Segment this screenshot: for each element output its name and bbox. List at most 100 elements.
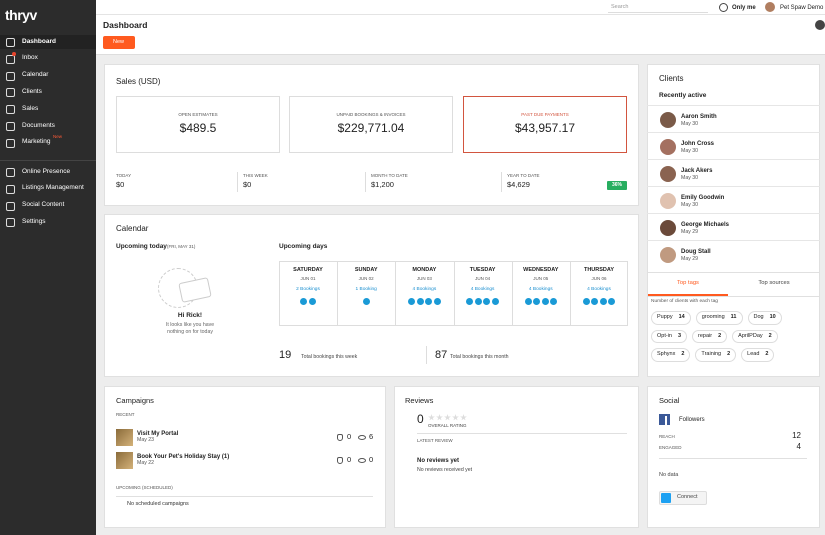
tag-pill[interactable]: Dog 10 — [747, 311, 782, 325]
top-bar — [96, 0, 825, 15]
period-divider — [365, 172, 366, 192]
filter[interactable]: Only me — [732, 4, 756, 11]
campaign-views: 6 — [369, 432, 374, 441]
client-avatar — [660, 112, 676, 128]
latest-review: LATEST REVIEW — [417, 437, 453, 443]
client-name[interactable]: George Michaels — [681, 222, 730, 228]
recent-label: RECENT — [116, 412, 135, 417]
clicks-icon — [337, 433, 343, 441]
sidebar-icon — [6, 38, 15, 47]
client-name[interactable]: Aaron Smith — [681, 114, 717, 120]
day-bookings[interactable]: 2 Bookings — [296, 287, 320, 292]
overall-rating: 0 — [417, 412, 424, 426]
tag-pill[interactable]: Opt-in 3 — [651, 329, 688, 343]
sidebar-item[interactable]: Calendar — [22, 71, 49, 79]
search-box[interactable] — [608, 2, 708, 13]
campaigns-title: Campaigns — [116, 396, 154, 405]
rating-star — [460, 414, 467, 421]
sidebar-item[interactable]: Dashboard — [22, 37, 56, 45]
day-divider — [395, 261, 397, 326]
sidebar-icon — [6, 88, 15, 98]
sidebar-item[interactable]: Settings — [22, 217, 46, 225]
day-date: JUN 04 — [475, 276, 491, 281]
active-item[interactable] — [0, 35, 96, 49]
sidebar — [0, 0, 96, 535]
client-name[interactable]: John Cross — [681, 141, 715, 147]
booking-dot — [362, 298, 370, 305]
new-button[interactable] — [103, 36, 135, 49]
clients-card — [647, 64, 820, 377]
views-icon — [358, 457, 366, 463]
tag-pill[interactable]: AprilPDay 2 — [732, 329, 778, 343]
tag-pill[interactable]: Sphynx 2 — [651, 348, 691, 362]
campaign-name[interactable]: Book Your Pet's Holiday Stay (1) — [137, 454, 230, 460]
tag-pill[interactable]: Puppy 14 — [651, 311, 691, 325]
client-name[interactable]: Doug Stall — [681, 249, 711, 255]
recently-active: Recently active — [659, 92, 707, 99]
tag-pill[interactable]: grooming 11 — [695, 311, 743, 325]
sidebar-item[interactable]: Clients — [22, 87, 42, 95]
day-bookings[interactable]: 1 Booking — [355, 287, 377, 292]
no-data: No data — [659, 472, 679, 478]
sidebar-item[interactable]: Sales — [22, 104, 39, 112]
tag-pill[interactable]: repair 2 — [692, 329, 728, 343]
campaign-name[interactable]: Visit My Portal — [137, 431, 179, 437]
client-avatar — [660, 220, 676, 236]
upcoming-today: Upcoming today — [116, 242, 167, 250]
booking-dot — [474, 298, 482, 305]
summary-value: $43,957.17 — [514, 121, 576, 135]
upcoming-days: Upcoming days — [279, 242, 328, 250]
tag-name: grooming — [701, 314, 725, 320]
no-reviews-title: No reviews yet — [417, 458, 460, 464]
search-placeholder[interactable]: Search — [611, 3, 629, 10]
user-name[interactable]: Pet Spaw Demo — [780, 4, 824, 11]
connect-button[interactable] — [659, 491, 707, 505]
stat-label: ENGAGED — [659, 444, 682, 450]
tag-list: Puppy 14 grooming 11 Dog 10 Opt-in 3 repair 2 Apri… — [651, 311, 813, 362]
client-date: May 29 — [681, 229, 699, 235]
day-bookings[interactable]: 4 Bookings — [412, 287, 437, 292]
tag-pill[interactable]: Training 2 — [695, 348, 737, 362]
sales-title: Sales (USD) — [116, 77, 161, 86]
sidebar-item[interactable]: Listings Management — [22, 184, 84, 192]
day-name: WEDNESDAY — [523, 267, 559, 273]
stat-value: 4 — [796, 441, 801, 451]
campaign-thumbnail — [116, 429, 133, 446]
client-name[interactable]: Jack Akers — [681, 168, 713, 174]
period-value: $1,200 — [371, 180, 394, 189]
sidebar-item[interactable]: Online Presence — [22, 167, 71, 175]
day-bookings[interactable]: 4 Bookings — [587, 287, 611, 292]
sidebar-item[interactable]: Marketing — [22, 138, 51, 146]
connect-label[interactable]: Connect — [677, 494, 698, 500]
total-label: Total bookings this week — [301, 354, 358, 360]
day-bookings[interactable]: 4 Bookings — [470, 287, 495, 292]
tag-pill[interactable]: Lead 2 — [741, 348, 775, 362]
day-divider — [570, 261, 571, 326]
ytd-badge-label: 36% — [611, 182, 622, 188]
twitter-icon — [661, 493, 671, 503]
campaign-clicks: 0 — [347, 432, 352, 441]
tabs-divider — [647, 272, 820, 273]
sidebar-item[interactable]: Social Content — [22, 201, 65, 209]
views-icon — [358, 434, 366, 440]
day-bookings[interactable]: 4 Bookings — [528, 287, 553, 292]
booking-dot — [300, 298, 308, 305]
help-icon[interactable] — [815, 20, 825, 30]
divider — [647, 213, 820, 214]
booking-dot — [550, 298, 558, 305]
tag-name: Lead — [747, 351, 760, 357]
tab[interactable]: Top tags — [677, 280, 699, 286]
days-grid — [279, 261, 628, 326]
sidebar-item[interactable]: Inbox — [22, 54, 38, 62]
sidebar-item[interactable]: Documents — [22, 121, 55, 129]
new-button-label[interactable]: New — [113, 38, 125, 45]
booking-dot — [591, 298, 599, 305]
booking-dot — [416, 298, 424, 305]
client-name[interactable]: Emily Goodwin — [681, 195, 725, 201]
divider — [647, 240, 820, 241]
tag-name: Opt-in — [657, 332, 672, 339]
sidebar-icon — [6, 168, 15, 177]
tab[interactable]: Top sources — [758, 280, 790, 286]
tag-name: Training — [701, 351, 722, 357]
tag-name: Sphynx — [657, 351, 676, 357]
